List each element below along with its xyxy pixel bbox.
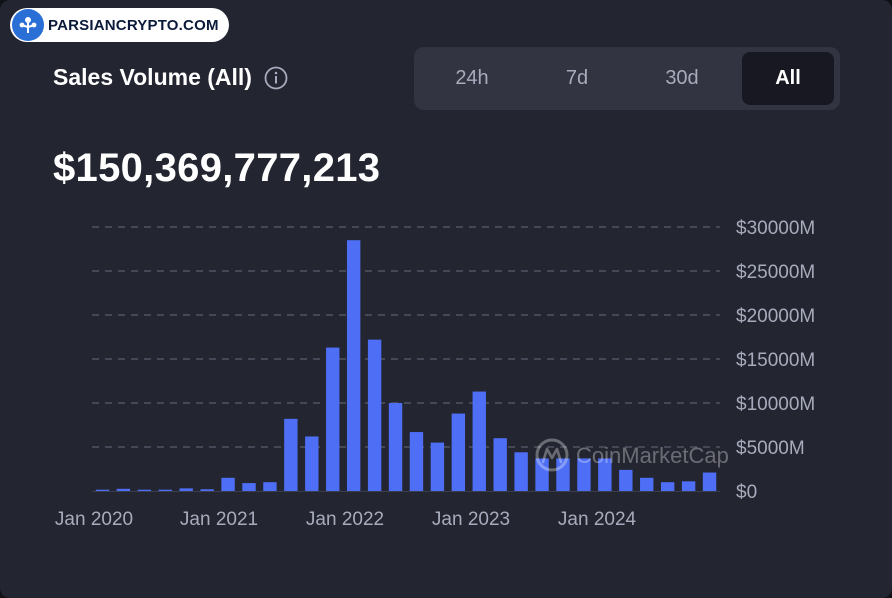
bar <box>388 403 403 491</box>
y-tick-label: $5000M <box>736 438 805 459</box>
y-tick-label: $10000M <box>736 394 815 415</box>
bar <box>179 488 193 491</box>
bar <box>619 469 633 491</box>
parsiancrypto-watermark: PARSIANCRYPTO.COM <box>10 8 229 42</box>
y-tick-label: $25000M <box>736 262 815 283</box>
y-tick-label: $0 <box>736 482 757 503</box>
bar <box>409 432 424 491</box>
bar <box>598 458 612 491</box>
bar <box>430 442 445 491</box>
range-tab-7d[interactable]: 7d <box>565 67 589 89</box>
bar <box>95 489 110 491</box>
bar <box>200 489 214 491</box>
bar <box>305 436 319 491</box>
bar <box>242 483 256 491</box>
time-range-selector: 24h 7d 30d All <box>414 47 840 110</box>
bar <box>346 240 361 491</box>
bar <box>158 489 172 491</box>
range-tab-24h[interactable]: 24h <box>455 67 489 89</box>
y-tick-label: $15000M <box>736 350 815 371</box>
y-tick-label: $30000M <box>736 218 815 239</box>
coinmarketcap-logo-icon <box>535 438 569 472</box>
bar <box>702 472 717 491</box>
bar <box>660 482 675 491</box>
coinmarketcap-watermark: CoinMarketCap <box>535 438 729 472</box>
total-sales-volume: $150,369,777,213 <box>53 146 381 190</box>
range-tab-30d[interactable]: 30d <box>665 67 699 89</box>
x-tick-label: Jan 2020 <box>55 509 133 530</box>
coinmarketcap-logo-mark <box>541 447 563 464</box>
bar <box>137 489 152 491</box>
bar <box>451 413 466 491</box>
bar <box>116 488 131 491</box>
x-tick-label: Jan 2021 <box>180 509 258 530</box>
x-tick-label: Jan 2023 <box>432 509 510 530</box>
bar <box>514 452 528 491</box>
bar <box>577 458 591 491</box>
bar <box>284 418 298 491</box>
watermark-text: PARSIANCRYPTO.COM <box>48 16 219 34</box>
x-tick-label: Jan 2022 <box>306 509 384 530</box>
bar <box>472 391 486 491</box>
parsiancrypto-logo-icon <box>12 9 44 41</box>
bar <box>326 347 340 491</box>
bar <box>493 438 507 491</box>
bar <box>221 477 235 491</box>
range-tab-all[interactable]: All <box>742 52 834 105</box>
bar <box>556 458 570 491</box>
bar <box>367 339 382 491</box>
bar <box>263 482 277 491</box>
x-tick-label: Jan 2024 <box>558 509 637 530</box>
bar <box>681 481 696 491</box>
bar <box>640 477 654 491</box>
y-tick-label: $20000M <box>736 306 815 327</box>
bar <box>535 458 549 491</box>
chart-header: Sales Volume (All) <box>53 64 288 91</box>
info-icon[interactable] <box>264 66 288 90</box>
coinmarketcap-watermark-text: CoinMarketCap <box>576 443 729 468</box>
page-title: Sales Volume (All) <box>53 64 252 90</box>
